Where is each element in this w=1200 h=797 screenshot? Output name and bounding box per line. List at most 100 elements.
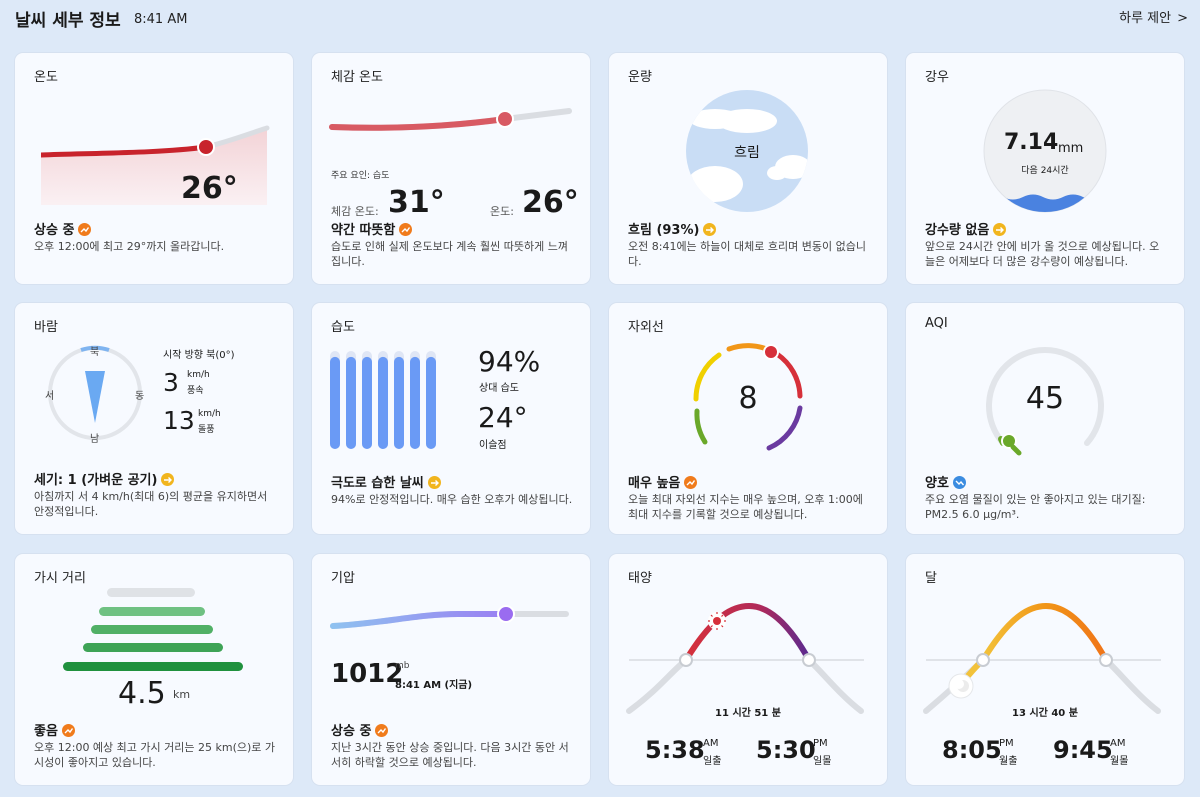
- cloud-cover-status-label: 흐림 (93%): [628, 223, 700, 238]
- main-factor: 주요 요인: 습도: [331, 171, 390, 181]
- temperature-card[interactable]: 온도 26° 상승 중 오후 12:00에 최고 29°까지 올라갑니다.: [15, 53, 293, 284]
- visibility-unit: km: [173, 688, 191, 701]
- trend-up-icon: [61, 724, 75, 737]
- visibility-status: 좋음: [34, 720, 75, 739]
- aqi-value: 45: [1025, 381, 1065, 416]
- wind-card[interactable]: 바람 북 남 동 서 시작 방향 북(0°) 3 km/h 풍속 13 km/h…: [15, 303, 293, 534]
- trend-down-icon: [952, 476, 966, 489]
- card-title: 바람: [34, 320, 58, 335]
- header-bar: 날씨 세부 정보 8:41 AM 하루 제안 >: [0, 0, 1200, 40]
- sun-card[interactable]: 태양 11 시간 51 분 5:38 AM 일출 5:30 PM 일몰: [609, 554, 887, 785]
- visibility-card[interactable]: 가시 거리 4.5 km 좋음 오후 12:00 예상 최고 가시 거리는 25…: [15, 554, 293, 785]
- moon-icon: [948, 673, 974, 699]
- aqi-description: 주요 오염 물질이 있는 안 좋아지고 있는 대기질: PM2.5 6.0 µg…: [925, 493, 1146, 521]
- wind-gust-label: 돌풍: [198, 425, 215, 435]
- trend-up-icon: [399, 223, 413, 236]
- card-title: 가시 거리: [34, 571, 86, 586]
- uv-index-card[interactable]: 자외선 8 매우 높음 오늘 최대 자외선 지수는 매우 높으며, 오후 1:0…: [609, 303, 887, 534]
- humidity-bar: [426, 356, 436, 449]
- cloud-cover-description: 오전 8:41에는 하늘이 대체로 흐리며 변동이 없습니다.: [628, 240, 866, 268]
- humidity-bar: [394, 356, 404, 449]
- moon-duration: 13 시간 40 분: [1012, 708, 1078, 719]
- humidity-value: 94%: [478, 345, 541, 378]
- humidity-value-label: 상대 습도: [479, 383, 519, 394]
- humidity-bar: [410, 356, 420, 449]
- pressure-status: 상승 중: [331, 720, 389, 739]
- precipitation-card[interactable]: 강우 7.14 mm 다음 24시간 강수량 없음 앞으로 24시간 안에 비가…: [906, 53, 1184, 284]
- humidity-bar: [362, 356, 372, 449]
- visibility-description: 오후 12:00 예상 최고 가시 거리는 25 km(으)로 가시성이 좋아지…: [34, 741, 276, 769]
- trend-up-icon: [684, 476, 698, 489]
- aqi-card[interactable]: AQI 45 양호 주요 오염 물질이 있는 안 좋아지고 있는 대기질: PM…: [906, 303, 1184, 534]
- uv-index-value: 8: [738, 381, 758, 416]
- cloud-cover-center-label: 흐림: [734, 145, 760, 161]
- trend-steady-icon: [703, 223, 717, 236]
- compass-south: 남: [90, 434, 100, 445]
- uv-status-label: 매우 높음: [628, 476, 681, 491]
- precipitation-status-label: 강수량 없음: [925, 223, 990, 238]
- chevron-right-icon: >: [1177, 11, 1188, 26]
- actual-temp-value: 26°: [522, 185, 579, 220]
- pressure-description: 지난 3시간 동안 상승 중입니다. 다음 3시간 동안 서서히 하락할 것으로…: [331, 741, 569, 769]
- trend-steady-icon: [427, 476, 441, 489]
- card-title: 온도: [34, 70, 58, 85]
- wind-compass: [48, 345, 142, 440]
- feels-like-value: 31°: [388, 185, 445, 220]
- precipitation-status: 강수량 없음: [925, 219, 1007, 238]
- pressure-value: 1012: [331, 659, 404, 689]
- precipitation-description: 앞으로 24시간 안에 비가 올 것으로 예상됩니다. 오늘은 어제보다 더 많…: [925, 240, 1160, 268]
- pressure-unit: mb: [395, 661, 410, 671]
- card-title: 운량: [628, 70, 652, 85]
- trend-up-icon: [375, 724, 389, 737]
- card-title: 강우: [925, 70, 949, 85]
- temperature-status: 상승 중: [34, 219, 92, 238]
- card-title: 기압: [331, 571, 355, 586]
- uv-description: 오늘 최대 자외선 지수는 매우 높으며, 오후 1:00에 최대 지수를 기록…: [628, 493, 863, 521]
- wind-speed-label: 풍속: [187, 386, 204, 396]
- moonrise-ampm: PM: [999, 738, 1014, 749]
- card-title: 자외선: [628, 320, 664, 335]
- sunset-ampm: PM: [813, 738, 828, 749]
- precipitation-period: 다음 24시간: [1021, 166, 1069, 176]
- wind-speed-value: 3: [163, 368, 179, 397]
- wind-direction-arrow-icon: [85, 371, 105, 423]
- dew-point-value: 24°: [478, 401, 528, 434]
- wind-speed-unit: km/h: [187, 370, 210, 380]
- daily-suggestion-link[interactable]: 하루 제안 >: [1119, 7, 1188, 26]
- trend-up-icon: [78, 223, 92, 236]
- moonset-label: 월몰: [1110, 756, 1129, 767]
- sun-icon: [708, 612, 726, 630]
- moonset-ampm: AM: [1110, 738, 1126, 749]
- uv-status: 매우 높음: [628, 472, 698, 491]
- card-title: 습도: [331, 320, 355, 335]
- aqi-status: 양호: [925, 472, 966, 491]
- moon-card[interactable]: 달 13 시간 40 분 8:05 PM 월출 9:45 AM 월몰: [906, 554, 1184, 785]
- moonset-time: 9:45: [1053, 736, 1113, 764]
- sunset-time: 5:30: [756, 736, 816, 764]
- humidity-description: 94%로 안정적입니다. 매우 습한 오후가 예상됩니다.: [331, 493, 573, 506]
- temperature-trend-graph: [41, 125, 270, 205]
- card-title: 달: [925, 571, 937, 586]
- feels-like-status: 약간 따뜻함: [331, 219, 413, 238]
- sun-path-graph: [626, 602, 864, 714]
- moon-path-graph: [923, 602, 1161, 714]
- precipitation-unit: mm: [1058, 141, 1084, 156]
- moonrise-time: 8:05: [942, 736, 1002, 764]
- visibility-status-label: 좋음: [34, 724, 58, 739]
- pressure-time: 8:41 AM (지금): [395, 680, 473, 691]
- compass-north: 북: [90, 347, 100, 358]
- sunrise-ampm: AM: [703, 738, 719, 749]
- uv-index-gauge: [693, 343, 803, 451]
- cloud-cover-card[interactable]: 운량 흐림 흐림 (93%) 오전 8:41에는 하늘이 대체로 흐리며 변동이…: [609, 53, 887, 284]
- wind-gust-unit: km/h: [198, 409, 221, 419]
- wind-start-direction: 시작 방향 북(0°): [163, 350, 235, 361]
- dew-point-label: 이슬점: [479, 440, 507, 451]
- feels-like-card[interactable]: 체감 온도 주요 요인: 습도 체감 온도: 31° 온도: 26° 약간 따뜻…: [312, 53, 590, 284]
- humidity-bar: [330, 356, 340, 449]
- current-time: 8:41 AM: [134, 12, 188, 27]
- sunset-label: 일몰: [813, 756, 832, 767]
- pressure-card[interactable]: 기압 1012 mb 8:41 AM (지금) 상승 중 지난 3시간 동안 상…: [312, 554, 590, 785]
- wind-gust-value: 13: [163, 406, 195, 435]
- card-title: 체감 온도: [331, 70, 383, 85]
- humidity-card[interactable]: 습도 94% 상대 습도 24° 이슬점 극도로 습한 날씨 94%로 안정적입…: [312, 303, 590, 534]
